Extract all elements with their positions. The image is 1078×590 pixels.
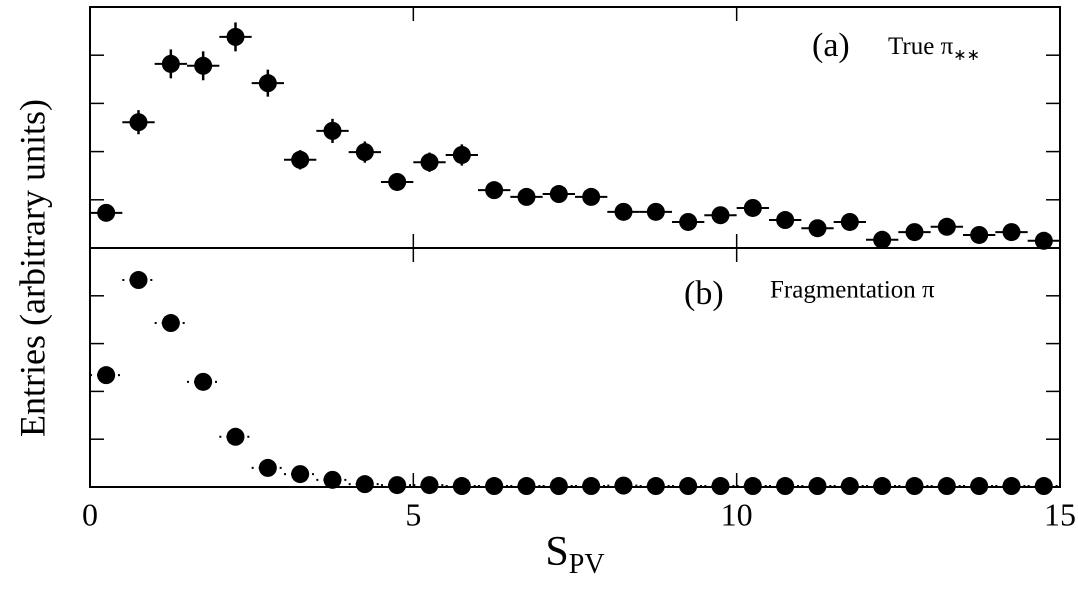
data-point [226, 427, 245, 446]
data-point [679, 212, 698, 231]
data-point [452, 145, 471, 164]
panel-label: (a) [812, 27, 850, 64]
data-point [711, 477, 730, 496]
data-point [970, 477, 989, 496]
data-point [388, 476, 407, 495]
data-point [937, 477, 956, 496]
data-point [582, 477, 601, 496]
data-point [452, 477, 471, 496]
x-tick-label: 5 [405, 496, 421, 532]
data-point [291, 150, 310, 169]
data-point [355, 143, 374, 162]
y-axis-label: Entries (arbitrary units) [12, 99, 52, 437]
annotation: True π∗∗ [888, 33, 980, 64]
data-point [905, 223, 924, 242]
x-tick-label: 15 [1044, 496, 1076, 532]
data-point [194, 372, 213, 391]
data-point [549, 185, 568, 204]
data-point [614, 202, 633, 221]
data-point [291, 465, 310, 484]
data-point [776, 211, 795, 230]
data-point [743, 477, 762, 496]
data-point [323, 470, 342, 489]
data-point [161, 54, 180, 73]
data-point [517, 187, 536, 206]
data-point [420, 153, 439, 172]
data-point [646, 477, 665, 496]
x-axis-label-main: S [545, 529, 568, 575]
data-point [970, 225, 989, 244]
data-point [1002, 477, 1021, 496]
data-point [743, 198, 762, 217]
data-point [711, 206, 730, 225]
data-point [776, 477, 795, 496]
data-point [355, 475, 374, 494]
data-point [840, 212, 859, 231]
annotation-sub: ∗∗ [953, 47, 980, 64]
data-point [873, 477, 892, 496]
data-point [161, 314, 180, 333]
x-axis-label-sub: PV [569, 549, 605, 580]
x-tick-label: 0 [82, 496, 98, 532]
x-axis-label: SPV [545, 529, 604, 581]
data-point [646, 202, 665, 221]
x-tick-label: 10 [721, 496, 753, 532]
annotation-text: True π [888, 33, 954, 60]
data-point [226, 27, 245, 46]
data-point [485, 477, 504, 496]
data-point [808, 477, 827, 496]
data-point [420, 476, 439, 495]
data-point [388, 172, 407, 191]
data-point [840, 477, 859, 496]
panel-label: (b) [684, 275, 724, 312]
data-point [873, 230, 892, 249]
data-point [517, 477, 536, 496]
data-point [258, 74, 277, 93]
data-point [323, 121, 342, 140]
data-point [1034, 477, 1053, 496]
data-point [258, 458, 277, 477]
data-point [582, 187, 601, 206]
data-point [549, 477, 568, 496]
data-point [679, 477, 698, 496]
data-point [97, 203, 116, 222]
data-point [194, 56, 213, 75]
data-point [97, 366, 116, 385]
data-point [129, 271, 148, 290]
data-point [485, 181, 504, 200]
data-point [937, 217, 956, 236]
data-point [1034, 231, 1053, 250]
data-point [1002, 223, 1021, 242]
data-point [808, 219, 827, 238]
data-point [614, 476, 633, 495]
annotation: Fragmentation π [770, 277, 935, 304]
data-point [129, 113, 148, 132]
data-point [905, 477, 924, 496]
